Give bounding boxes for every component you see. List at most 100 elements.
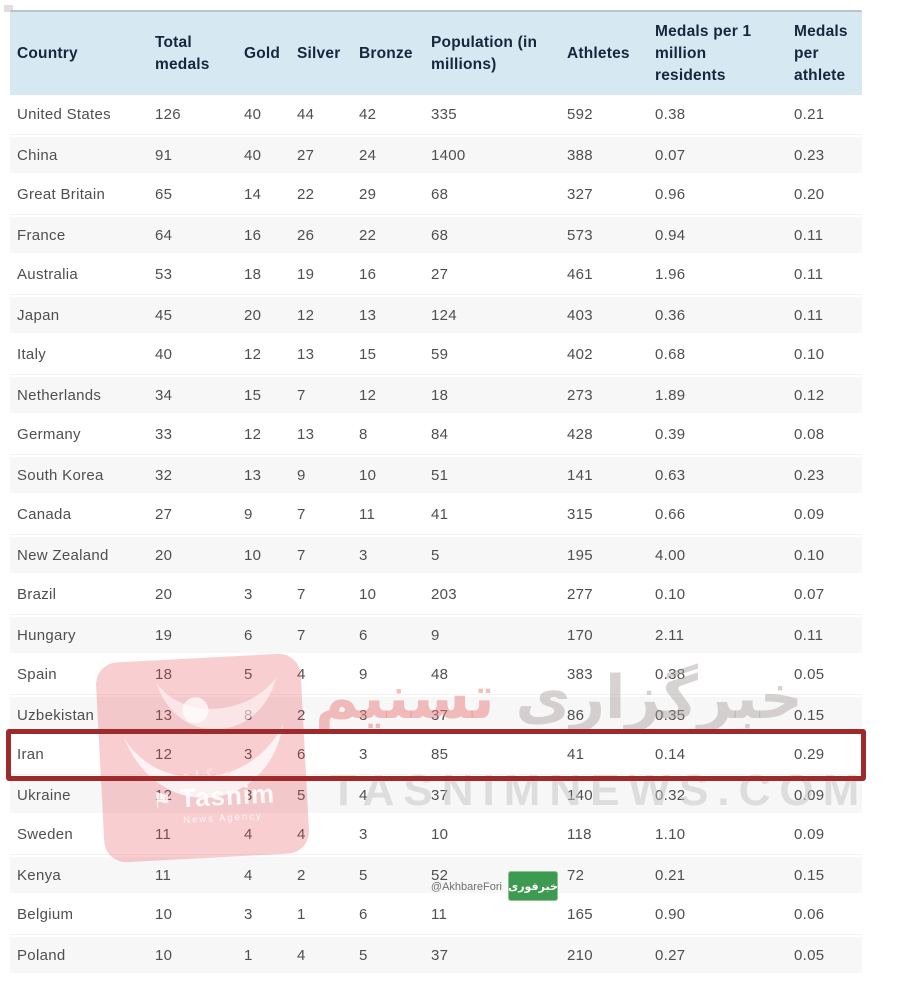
cell-per_million: 0.66 [655, 506, 686, 523]
cell-per_athlete: 0.11 [794, 626, 824, 644]
cell-population: 124 [431, 306, 457, 324]
cell-country: Netherlands [17, 386, 102, 404]
cell-athletes: 72 [567, 866, 585, 884]
cell-population: 52 [431, 866, 449, 884]
cell-athletes: 141 [567, 466, 593, 484]
cell-bronze: 3 [359, 546, 368, 564]
cell-gold: 12 [244, 346, 262, 363]
cell-total: 19 [155, 626, 173, 644]
cell-gold: 3 [244, 786, 253, 804]
cell-gold: 40 [244, 106, 262, 123]
cell-per_athlete: 0.10 [794, 546, 825, 564]
cell-total: 91 [155, 146, 173, 164]
cell-total: 11 [155, 826, 172, 843]
cell-gold: 16 [244, 226, 262, 244]
cell-total: 27 [155, 506, 173, 523]
cell-per_athlete: 0.12 [794, 386, 825, 404]
cell-total: 10 [155, 946, 173, 964]
cell-per_million: 4.00 [655, 546, 686, 564]
cell-population: 85 [431, 746, 449, 763]
column-header-athletes: Athletes [567, 44, 630, 62]
cell-silver: 7 [297, 386, 306, 404]
cell-total: 18 [155, 666, 173, 683]
cell-total: 45 [155, 306, 173, 324]
column-header-silver: Silver [297, 44, 341, 62]
cell-athletes: 41 [567, 746, 585, 763]
table-row-china: China 91 40 27 24 1400 388 0.07 0.23 [10, 135, 862, 175]
cell-bronze: 3 [359, 826, 368, 843]
table-row-italy: Italy 40 12 13 15 59 402 0.68 0.10 [10, 335, 862, 375]
cell-population: 203 [431, 586, 457, 603]
cell-bronze: 8 [359, 426, 368, 443]
cell-athletes: 383 [567, 666, 593, 683]
cell-per_athlete: 0.11 [794, 306, 824, 324]
cell-bronze: 4 [359, 786, 368, 804]
column-header-total: Total medals [155, 33, 210, 73]
cell-population: 37 [431, 706, 449, 724]
cell-silver: 19 [297, 266, 315, 283]
cell-silver: 2 [297, 706, 306, 724]
cell-population: 18 [431, 386, 449, 404]
cell-gold: 4 [244, 866, 253, 884]
cell-bronze: 10 [359, 586, 377, 603]
cell-per_million: 0.94 [655, 226, 686, 244]
cell-gold: 5 [244, 666, 253, 683]
cell-bronze: 3 [359, 746, 368, 763]
cell-total: 32 [155, 466, 173, 484]
cell-per_million: 0.35 [655, 706, 686, 724]
cell-per_million: 0.07 [655, 146, 686, 164]
cell-gold: 20 [244, 306, 262, 324]
table-row-spain: Spain 18 5 4 9 48 383 0.38 0.05 [10, 655, 862, 695]
cell-silver: 1 [297, 906, 306, 923]
column-header-bronze: Bronze [359, 44, 413, 62]
cell-silver: 2 [297, 866, 306, 884]
cell-gold: 4 [244, 826, 253, 843]
cell-silver: 7 [297, 506, 306, 523]
table-row-kenya: Kenya 11 4 2 5 52 72 0.21 0.15 [10, 855, 862, 895]
cell-total: 65 [155, 186, 173, 203]
cell-athletes: 140 [567, 786, 593, 804]
cell-total: 10 [155, 906, 173, 923]
cell-silver: 13 [297, 346, 315, 363]
cell-per_million: 0.10 [655, 586, 686, 603]
cell-country: Belgium [17, 906, 74, 923]
cell-country: Uzbekistan [17, 706, 95, 724]
cell-per_athlete: 0.29 [794, 746, 825, 763]
cell-country: Sweden [17, 826, 74, 843]
cell-population: 41 [431, 506, 449, 523]
cell-athletes: 428 [567, 426, 593, 443]
cell-silver: 22 [297, 186, 315, 203]
table-row-australia: Australia 53 18 19 16 27 461 1.96 0.11 [10, 255, 862, 295]
cell-bronze: 9 [359, 666, 368, 683]
cell-bronze: 13 [359, 306, 377, 324]
cell-gold: 14 [244, 186, 262, 203]
table-row-brazil: Brazil 20 3 7 10 203 277 0.10 0.07 [10, 575, 862, 615]
cell-per_million: 1.96 [655, 266, 686, 283]
cell-total: 40 [155, 346, 173, 363]
cell-country: Brazil [17, 586, 57, 603]
cell-per_million: 0.32 [655, 786, 686, 804]
page-edge-artifact [4, 5, 13, 12]
cell-athletes: 210 [567, 946, 593, 964]
cell-country: Germany [17, 426, 81, 443]
cell-athletes: 86 [567, 706, 585, 724]
cell-gold: 18 [244, 266, 262, 283]
cell-per_million: 0.27 [655, 946, 686, 964]
cell-athletes: 273 [567, 386, 593, 404]
cell-country: Spain [17, 666, 57, 683]
cell-population: 9 [431, 626, 440, 644]
cell-total: 64 [155, 226, 173, 244]
cell-gold: 8 [244, 706, 253, 724]
cell-per_million: 0.14 [655, 746, 686, 763]
cell-bronze: 16 [359, 266, 377, 283]
cell-athletes: 277 [567, 586, 593, 603]
cell-athletes: 170 [567, 626, 593, 644]
cell-population: 11 [431, 906, 448, 923]
table-row-iran: Iran 12 3 6 3 85 41 0.14 0.29 [10, 735, 862, 775]
cell-gold: 12 [244, 426, 262, 443]
cell-silver: 7 [297, 546, 306, 564]
cell-total: 13 [155, 706, 173, 724]
cell-silver: 4 [297, 826, 306, 843]
cell-population: 10 [431, 826, 449, 843]
cell-per_athlete: 0.15 [794, 866, 825, 884]
